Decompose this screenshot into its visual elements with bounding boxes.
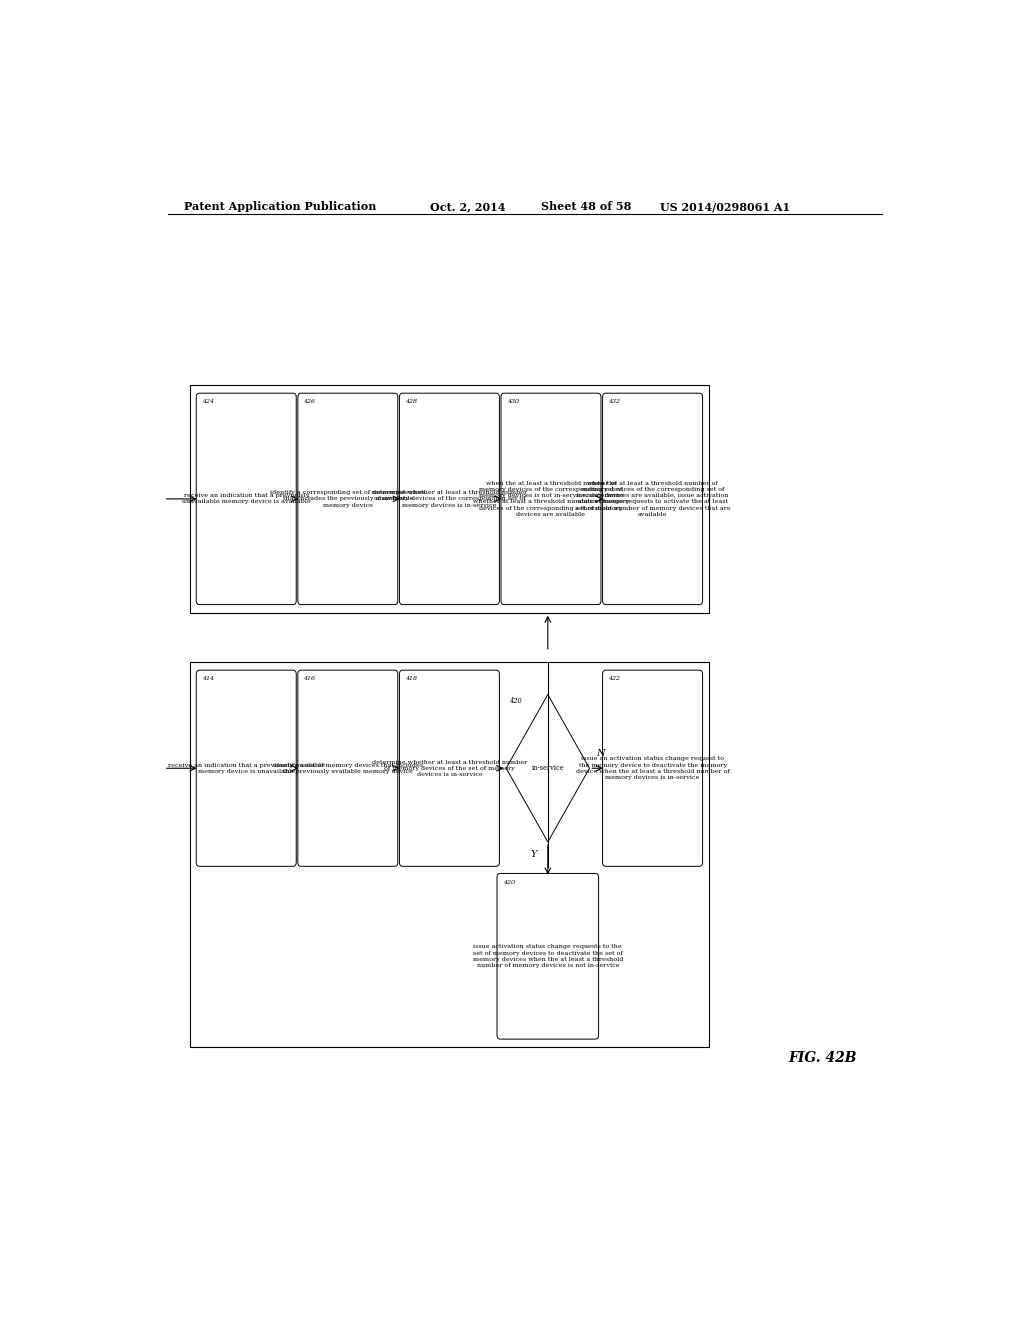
Text: 432: 432 bbox=[608, 399, 621, 404]
Text: Sheet 48 of 58: Sheet 48 of 58 bbox=[541, 201, 631, 213]
Text: when the at least a threshold number of
memory devices of the corresponding set : when the at least a threshold number of … bbox=[574, 480, 730, 517]
FancyBboxPatch shape bbox=[602, 393, 702, 605]
Text: determine whether at least a threshold number
of memory devices of the correspon: determine whether at least a threshold n… bbox=[372, 490, 527, 508]
FancyBboxPatch shape bbox=[298, 671, 397, 866]
Text: receive an indication that a previously available
memory device is unavailable: receive an indication that a previously … bbox=[168, 763, 325, 774]
Text: in-service: in-service bbox=[531, 764, 564, 772]
FancyBboxPatch shape bbox=[399, 671, 500, 866]
FancyBboxPatch shape bbox=[497, 874, 599, 1039]
Bar bbox=[189, 385, 709, 612]
FancyBboxPatch shape bbox=[197, 671, 296, 866]
Text: Oct. 2, 2014: Oct. 2, 2014 bbox=[430, 201, 505, 213]
FancyBboxPatch shape bbox=[602, 671, 702, 866]
Text: 418: 418 bbox=[404, 676, 417, 681]
FancyBboxPatch shape bbox=[298, 393, 397, 605]
Text: determine whether at least a threshold number
of memory devices of the set of me: determine whether at least a threshold n… bbox=[372, 759, 527, 777]
Text: 428: 428 bbox=[404, 399, 417, 404]
Text: 422: 422 bbox=[608, 676, 621, 681]
Text: when the at least a threshold number of
memory devices of the corresponding set : when the at least a threshold number of … bbox=[473, 480, 629, 517]
Bar bbox=[189, 663, 709, 1047]
Text: receive an indication that a previously
unavailable memory device is available: receive an indication that a previously … bbox=[182, 494, 310, 504]
Text: Patent Application Publication: Patent Application Publication bbox=[183, 201, 376, 213]
FancyBboxPatch shape bbox=[501, 393, 601, 605]
Text: identify a set of memory devices that includes
the previously available memory d: identify a set of memory devices that in… bbox=[272, 763, 423, 774]
Text: identify a corresponding set of memory devices
that includes the previously unav: identify a corresponding set of memory d… bbox=[270, 490, 426, 508]
Text: 416: 416 bbox=[303, 676, 315, 681]
Text: issue activation status change requests to the
set of memory devices to deactiva: issue activation status change requests … bbox=[473, 945, 623, 968]
Text: Y: Y bbox=[530, 850, 537, 859]
FancyBboxPatch shape bbox=[197, 393, 296, 605]
Text: 420: 420 bbox=[503, 879, 515, 884]
Text: 430: 430 bbox=[507, 399, 518, 404]
Text: 420: 420 bbox=[509, 697, 521, 705]
Text: 414: 414 bbox=[202, 676, 214, 681]
Polygon shape bbox=[506, 694, 590, 842]
Text: 424: 424 bbox=[202, 399, 214, 404]
Text: N: N bbox=[596, 748, 604, 758]
Text: FIG. 42B: FIG. 42B bbox=[788, 1051, 857, 1065]
Text: US 2014/0298061 A1: US 2014/0298061 A1 bbox=[659, 201, 790, 213]
FancyBboxPatch shape bbox=[399, 393, 500, 605]
Text: issue an activation status change request to
the memory device to deactivate the: issue an activation status change reques… bbox=[575, 756, 729, 780]
Text: 426: 426 bbox=[303, 399, 315, 404]
